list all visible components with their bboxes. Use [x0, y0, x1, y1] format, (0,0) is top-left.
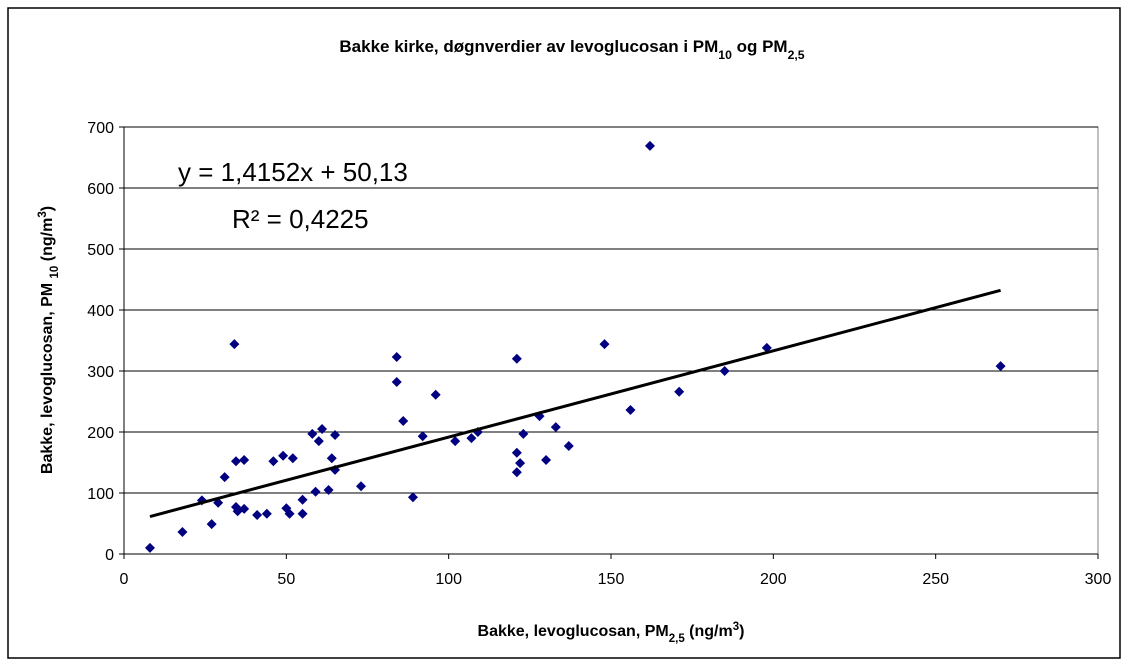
trendline-equation: y = 1,4152x + 50,13 [178, 157, 408, 187]
text-segment: 2,5 [669, 633, 686, 645]
point [284, 508, 295, 519]
point [297, 508, 308, 519]
y-tick-label: 0 [105, 547, 114, 564]
point [278, 450, 289, 461]
y-tick-label: 700 [87, 120, 114, 137]
point [518, 428, 529, 439]
point [599, 339, 610, 350]
point [391, 376, 402, 387]
y-tick-label: 200 [87, 425, 114, 442]
point [310, 486, 321, 497]
x-tick-label: 300 [1085, 571, 1112, 588]
point [219, 472, 230, 483]
point [229, 339, 240, 350]
x-tick-label: 100 [435, 571, 462, 588]
point [261, 508, 272, 519]
text-segment: (ng/m [39, 218, 56, 266]
text-segment: (ng/m [685, 623, 733, 640]
point [398, 416, 409, 427]
point [317, 423, 328, 434]
point [177, 527, 188, 538]
point [515, 458, 526, 469]
point [511, 353, 522, 364]
text-segment: 10 [49, 266, 61, 279]
point [644, 140, 655, 151]
point [417, 431, 428, 442]
point [239, 455, 250, 466]
text-segment: Bakke kirke, døgnverdier av levoglucosan… [339, 37, 718, 56]
trendline [149, 288, 1001, 518]
point [719, 366, 730, 376]
point [297, 494, 308, 505]
x-tick-label: 200 [760, 571, 787, 588]
point [268, 456, 279, 467]
text-segment: ) [39, 206, 56, 211]
x-tick-label: 50 [277, 571, 295, 588]
point [144, 542, 155, 553]
chart-title: Bakke kirke, døgnverdier av levoglucosan… [339, 37, 804, 62]
y-tick-label: 100 [87, 486, 114, 503]
point [287, 453, 298, 464]
point [407, 492, 418, 503]
point [206, 519, 217, 530]
text-segment: 3 [37, 211, 49, 217]
y-axis-label: Bakke, levoglucosan, PM 10 (ng/m3) [37, 206, 61, 474]
point [391, 351, 402, 362]
point [231, 456, 242, 467]
x-tick-label: 0 [120, 571, 129, 588]
text-segment: og PM [732, 37, 788, 56]
text-segment: Bakke, levoglucosan, PM [478, 623, 669, 640]
point [430, 389, 441, 400]
point [239, 503, 250, 514]
r-squared: R² = 0,4225 [232, 204, 369, 234]
point [450, 436, 461, 447]
point [674, 386, 685, 397]
plot-area [123, 126, 1099, 555]
point [563, 441, 574, 452]
point [466, 433, 477, 444]
point [511, 447, 522, 458]
point [307, 428, 318, 439]
point [995, 361, 1006, 372]
text-segment: Bakke, levoglucosan, PM [39, 278, 56, 474]
point [550, 422, 561, 433]
text-segment: ) [739, 623, 744, 640]
point [356, 481, 367, 492]
point [625, 405, 636, 416]
point [541, 455, 552, 466]
point [323, 484, 334, 495]
point [326, 453, 337, 464]
text-segment: 2,5 [788, 48, 805, 62]
text-segment: 10 [718, 48, 732, 62]
y-tick-label: 300 [87, 364, 114, 381]
y-tick-label: 600 [87, 181, 114, 198]
point [313, 436, 324, 447]
y-tick-label: 500 [87, 242, 114, 259]
point [252, 509, 263, 520]
x-tick-label: 150 [598, 571, 625, 588]
x-axis-label: Bakke, levoglucosan, PM2,5 (ng/m3) [478, 621, 745, 645]
point [511, 467, 522, 478]
point [231, 502, 242, 513]
point [330, 430, 341, 441]
x-tick-label: 250 [922, 571, 949, 588]
text-segment: 3 [733, 621, 739, 633]
y-tick-label: 400 [87, 303, 114, 320]
